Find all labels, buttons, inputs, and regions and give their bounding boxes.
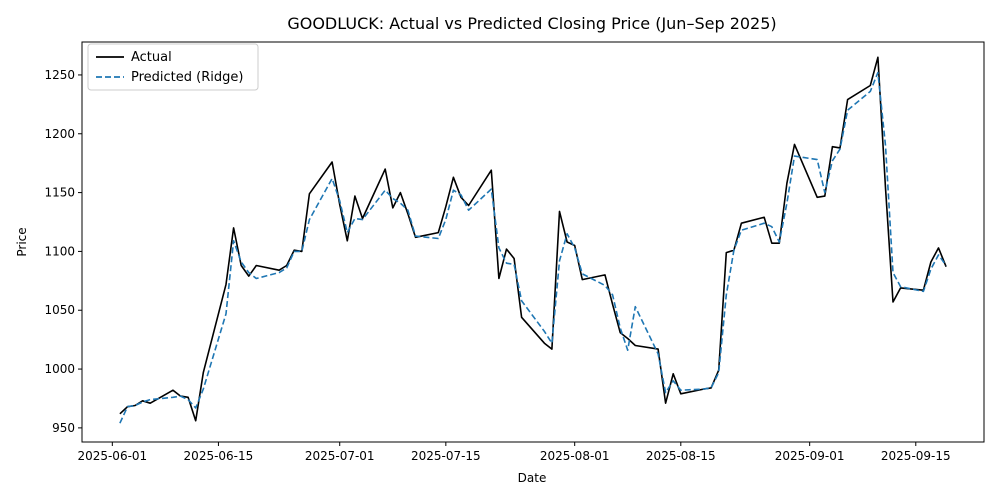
x-tick-label: 2025-08-15	[646, 449, 716, 463]
y-tick-label: 1050	[44, 303, 75, 317]
y-ticks: 950 1000 1050 1100 1150 1200 1250	[44, 68, 82, 435]
y-tick-label: 1000	[44, 362, 75, 376]
plot-frame	[81, 41, 985, 443]
y-tick-label: 1250	[44, 68, 75, 82]
y-axis-label: Price	[15, 227, 29, 256]
y-tick-label: 1100	[44, 244, 75, 258]
series-layer	[119, 56, 947, 424]
legend-box	[87, 43, 259, 91]
x-tick-label: 2025-09-15	[881, 449, 951, 463]
x-axis-label: Date	[518, 471, 547, 485]
x-tick-label: 2025-07-15	[411, 449, 481, 463]
chart-title: GOODLUCK: Actual vs Predicted Closing Pr…	[287, 14, 776, 33]
x-tick-label: 2025-07-01	[305, 449, 375, 463]
x-tick-label: 2025-06-15	[184, 449, 254, 463]
x-tick-label: 2025-06-01	[77, 449, 147, 463]
series-line-predicted	[119, 71, 947, 424]
legend-label-actual: Actual	[131, 50, 172, 65]
x-ticks: 2025-06-01 2025-06-15 2025-07-01 2025-07-15…	[77, 442, 951, 463]
legend: Actual Predicted (Ridge)	[87, 43, 259, 91]
plot-area	[82, 42, 984, 442]
y-tick-label: 1200	[44, 127, 75, 141]
y-tick-label: 1150	[44, 186, 75, 200]
x-tick-label: 2025-09-01	[775, 449, 845, 463]
legend-label-predicted: Predicted (Ridge)	[131, 70, 243, 85]
y-tick-label: 950	[52, 421, 75, 435]
x-tick-label: 2025-08-01	[540, 449, 610, 463]
